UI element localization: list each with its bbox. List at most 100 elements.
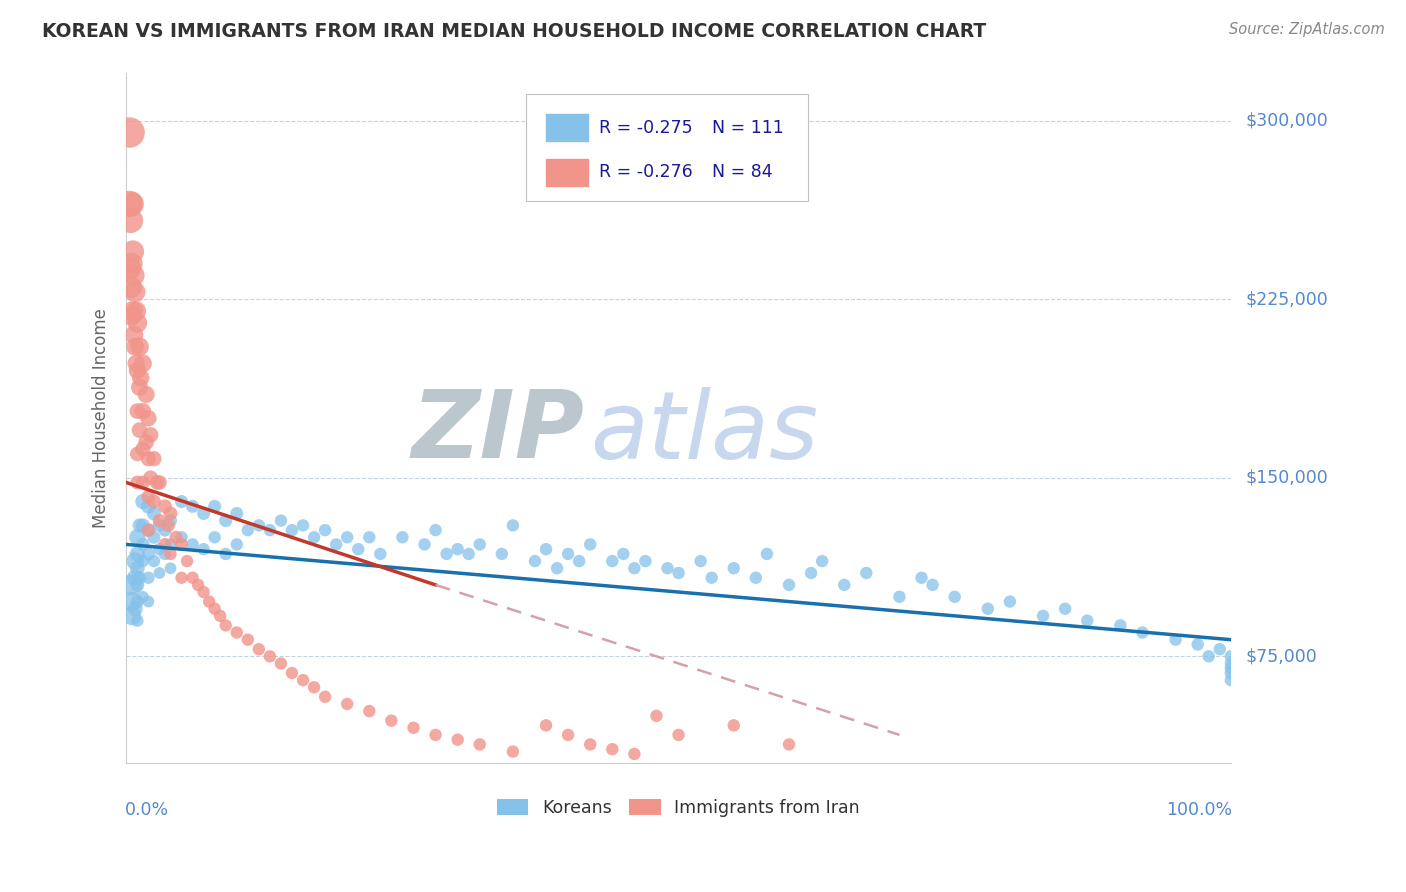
Point [159, 537, 181, 551]
Point [198, 594, 221, 608]
Point [157, 518, 180, 533]
Bar [546, 113, 588, 141]
Point [325, 537, 347, 551]
Point [139, 471, 162, 485]
Point [148, 518, 170, 533]
Point [259, 649, 281, 664]
Point [391, 530, 413, 544]
Point [127, 561, 149, 575]
Point [1164, 632, 1187, 647]
Point [127, 316, 149, 330]
Point [120, 280, 142, 294]
Point [623, 747, 645, 761]
Point [292, 518, 315, 533]
Point [170, 571, 193, 585]
Point [1209, 642, 1232, 657]
Point [170, 530, 193, 544]
Point [270, 514, 292, 528]
Point [193, 542, 215, 557]
Point [347, 542, 370, 557]
Point [292, 673, 315, 687]
Point [193, 507, 215, 521]
Point [413, 537, 436, 551]
Point [1076, 614, 1098, 628]
Point [118, 261, 141, 276]
Point [138, 523, 160, 537]
Text: N = 84: N = 84 [711, 163, 772, 181]
Point [534, 718, 557, 732]
Point [153, 537, 176, 551]
Point [122, 268, 145, 283]
Point [204, 500, 226, 514]
Point [138, 594, 160, 608]
Point [165, 530, 187, 544]
Point [359, 530, 381, 544]
Point [359, 704, 381, 718]
Point [148, 514, 170, 528]
Point [259, 523, 281, 537]
Text: R = -0.275: R = -0.275 [599, 119, 693, 136]
Point [1132, 625, 1154, 640]
Point [281, 523, 304, 537]
Point [153, 547, 176, 561]
Point [1219, 661, 1241, 675]
Point [657, 561, 679, 575]
Point [600, 554, 623, 568]
Point [121, 578, 143, 592]
Point [124, 571, 146, 585]
Point [425, 728, 447, 742]
Point [247, 642, 270, 657]
Point [402, 721, 425, 735]
Point [138, 490, 160, 504]
Text: R = -0.276: R = -0.276 [599, 163, 693, 181]
Point [128, 380, 150, 394]
Point [1032, 608, 1054, 623]
Point [215, 547, 238, 561]
Point [600, 742, 623, 756]
Point [187, 578, 209, 592]
Legend: Koreans, Immigrants from Iran: Koreans, Immigrants from Iran [491, 792, 868, 824]
Point [723, 718, 745, 732]
Point [142, 554, 165, 568]
Point [135, 435, 157, 450]
Point [568, 554, 591, 568]
Point [124, 340, 146, 354]
Point [336, 697, 359, 711]
Point [170, 537, 193, 551]
Point [1054, 601, 1077, 615]
Point [142, 507, 165, 521]
Point [534, 542, 557, 557]
Point [127, 404, 149, 418]
Point [281, 665, 304, 680]
Point [127, 594, 149, 608]
Point [943, 590, 966, 604]
Point [370, 547, 392, 561]
Point [132, 537, 155, 551]
Point [148, 475, 170, 490]
Point [124, 601, 146, 615]
Point [132, 404, 155, 418]
Point [1219, 657, 1241, 671]
Point [120, 213, 142, 227]
Point [146, 475, 169, 490]
Point [468, 537, 491, 551]
Point [138, 571, 160, 585]
Point [132, 475, 155, 490]
Text: N = 111: N = 111 [711, 119, 783, 136]
Point [1109, 618, 1132, 632]
Point [977, 601, 1000, 615]
Text: 0.0%: 0.0% [125, 801, 169, 820]
Point [612, 547, 634, 561]
Point [204, 530, 226, 544]
Point [668, 728, 690, 742]
Point [236, 523, 259, 537]
Point [142, 494, 165, 508]
Point [855, 566, 877, 580]
Point [204, 601, 226, 615]
Point [127, 447, 149, 461]
Text: Source: ZipAtlas.com: Source: ZipAtlas.com [1229, 22, 1385, 37]
Point [129, 370, 152, 384]
Bar [546, 159, 588, 186]
Point [425, 523, 447, 537]
Point [118, 126, 141, 140]
